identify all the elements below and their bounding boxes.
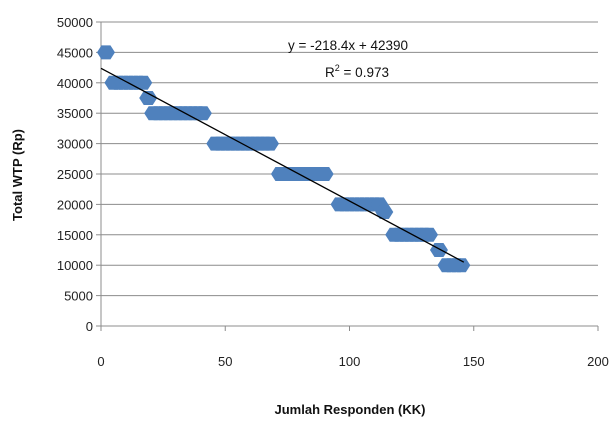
x-tick-label-3: 150 [463, 354, 485, 369]
r-squared-value: = 0.973 [340, 65, 389, 80]
y-tick-label-3: 15000 [57, 228, 93, 243]
data-point-0-7 [134, 75, 153, 90]
r-squared-symbol: R [325, 65, 335, 80]
x-tick-label-4: 200 [587, 354, 609, 369]
trendline-group [100, 67, 465, 263]
data-point-0-0 [96, 45, 115, 60]
r-squared-exponent: 2 [335, 63, 340, 73]
x-tick-label-0: 0 [97, 354, 104, 369]
y-tick-label-10: 50000 [57, 15, 93, 30]
y-tick-label-2: 10000 [57, 258, 93, 273]
tick-labels: 0 5000 10000 15000 20000 25000 30000 35000 40000… [57, 15, 609, 369]
y-tick-label-4: 20000 [57, 197, 93, 212]
x-axis-title: Jumlah Responden (KK) [275, 402, 426, 417]
data-points [96, 45, 471, 273]
y-tick-label-9: 45000 [57, 45, 93, 60]
trendline [100, 67, 465, 263]
y-tick-label-1: 5000 [64, 289, 93, 304]
x-tick-label-2: 100 [339, 354, 361, 369]
data-point-0-31 [260, 136, 279, 151]
r-squared-label: R2 = 0.973 [325, 63, 389, 80]
axes [96, 21, 599, 331]
data-point-0-59 [420, 227, 439, 242]
data-point-0-19 [193, 106, 212, 121]
y-tick-label-6: 30000 [57, 137, 93, 152]
data-point-0-8 [139, 91, 158, 105]
y-tick-label-8: 40000 [57, 76, 93, 91]
y-tick-label-5: 25000 [57, 167, 93, 182]
y-tick-label-7: 35000 [57, 106, 93, 121]
data-point-0-51 [375, 205, 394, 219]
y-tick-label-0: 0 [86, 319, 93, 334]
data-point-0-41 [315, 167, 334, 181]
x-tick-label-1: 50 [218, 354, 232, 369]
y-axis-title: Total WTP (Rp) [10, 129, 25, 221]
trendline-equation: y = -218.4x + 42390 [288, 38, 408, 53]
data-point-0-64 [452, 258, 471, 273]
